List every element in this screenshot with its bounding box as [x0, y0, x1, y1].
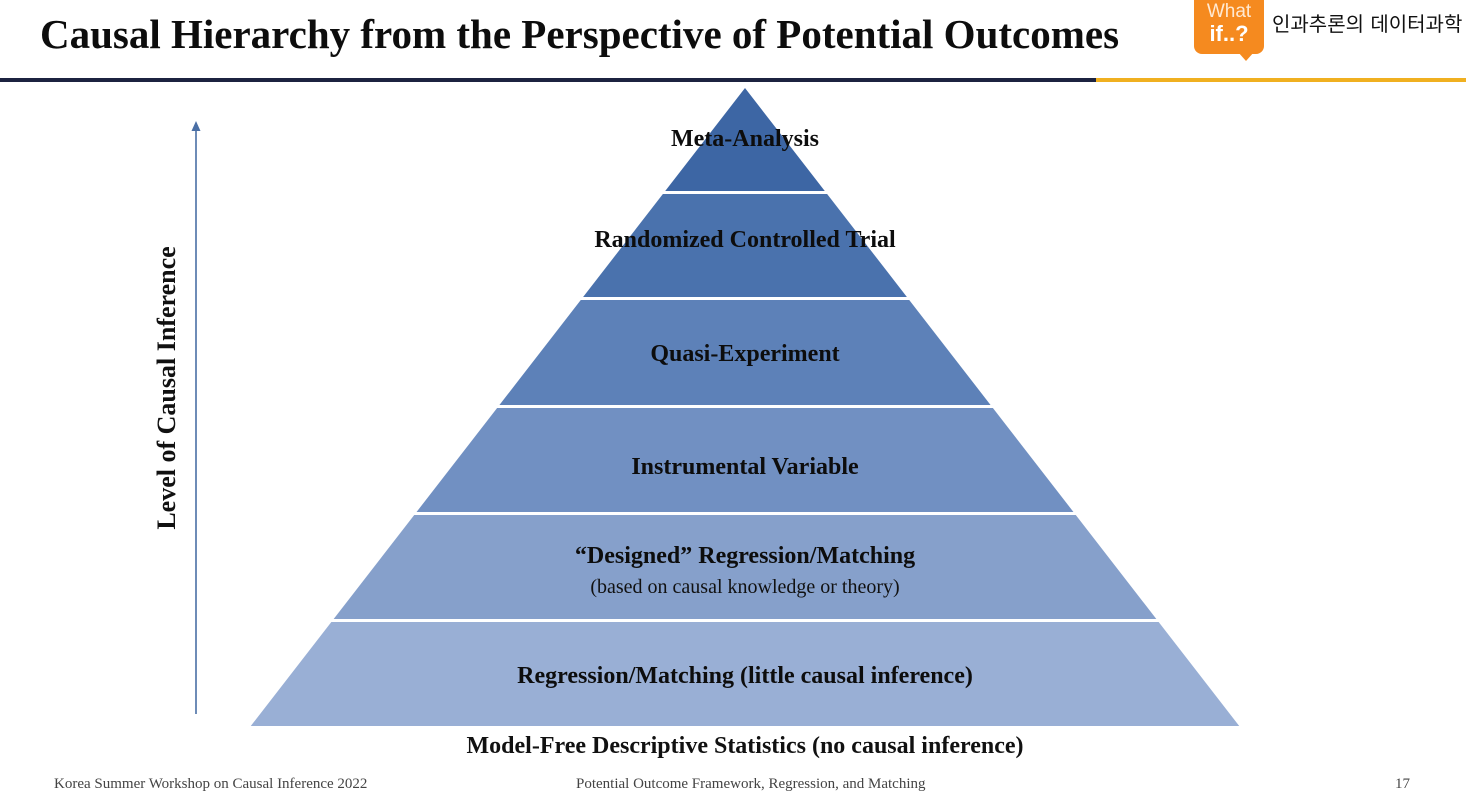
level-instrumental-variable-label: Instrumental Variable	[631, 454, 859, 480]
page-number: 17	[1395, 776, 1410, 792]
slide-title: Causal Hierarchy from the Perspective of…	[40, 11, 1120, 57]
pyramid-tier-instrumental-variable	[416, 408, 1074, 512]
level-meta-analysis-label: Meta-Analysis	[671, 126, 819, 152]
level-rct-label: Randomized Controlled Trial	[594, 227, 896, 253]
pyramid-base-label: Model-Free Descriptive Statistics (no ca…	[466, 733, 1024, 759]
footer-lecture-title: Potential Outcome Framework, Regression,…	[576, 776, 926, 792]
logo-top-text: What	[1206, 1, 1252, 22]
pyramid-tier-rct	[583, 194, 907, 297]
footer-workshop: Korea Summer Workshop on Causal Inferenc…	[54, 776, 368, 792]
up-arrow-icon	[191, 121, 201, 714]
title-underline-dark	[0, 78, 1096, 82]
logo-bottom-text: if..?	[1209, 21, 1249, 46]
level-regression-matching-label: Regression/Matching (little causal infer…	[517, 663, 973, 689]
what-if-logo: What if..?	[1194, 0, 1264, 54]
logo-speech-tail	[1238, 52, 1254, 61]
level-designed-regression-label: “Designed” Regression/Matching	[574, 543, 916, 569]
korean-series-title: 인과추론의 데이터과학	[1272, 12, 1463, 36]
pyramid-tier-designed-regression	[333, 515, 1157, 619]
level-designed-regression-sublabel: (based on causal knowledge or theory)	[590, 576, 900, 598]
level-quasi-experiment-label: Quasi-Experiment	[650, 341, 840, 367]
pyramid-tier-regression-matching	[250, 622, 1240, 726]
title-underline-gold	[1096, 78, 1466, 82]
pyramid-tier-meta-analysis	[665, 88, 825, 191]
pyramid-tier-quasi-experiment	[499, 300, 991, 405]
